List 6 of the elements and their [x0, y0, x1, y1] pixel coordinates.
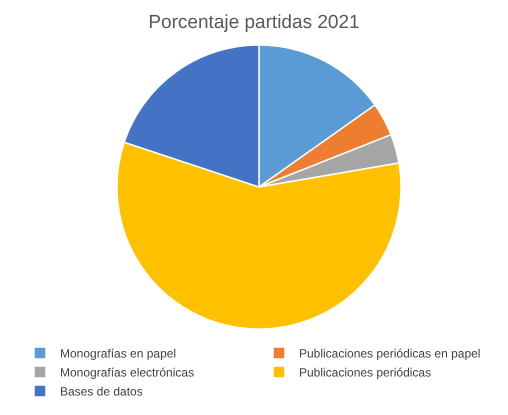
legend-label: Bases de datos — [60, 384, 143, 399]
chart-title: Porcentaje partidas 2021 — [148, 12, 360, 33]
legend-label: Monografías electrónicas — [60, 366, 194, 380]
legend-label: Publicaciones periódicas — [299, 366, 432, 380]
legend-label: Publicaciones periódicas en papel — [299, 346, 480, 361]
legend-label: Monografías en papel — [60, 346, 176, 361]
